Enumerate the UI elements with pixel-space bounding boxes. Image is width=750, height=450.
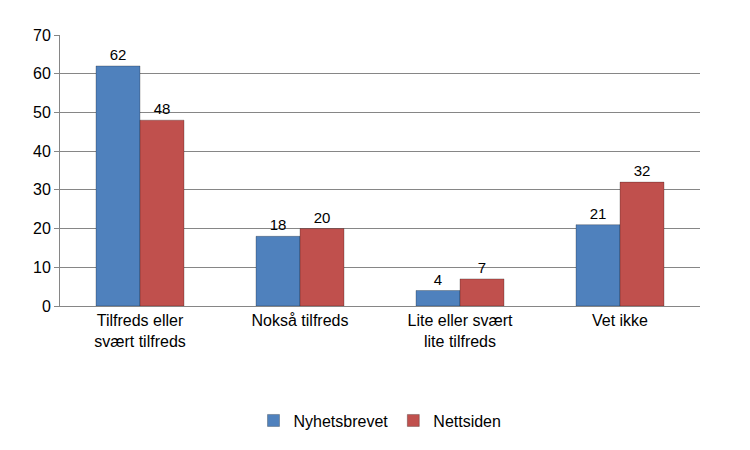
svg-text:50: 50 [33, 104, 51, 121]
svg-text:Nokså tilfreds: Nokså tilfreds [252, 312, 349, 329]
svg-text:21: 21 [590, 205, 607, 222]
svg-text:70: 70 [33, 27, 51, 44]
svg-text:20: 20 [33, 220, 51, 237]
svg-text:32: 32 [634, 162, 651, 179]
svg-text:60: 60 [33, 65, 51, 82]
svg-text:18: 18 [270, 216, 287, 233]
svg-text:62: 62 [110, 46, 127, 63]
svg-text:0: 0 [42, 298, 51, 315]
svg-text:Vet ikke: Vet ikke [592, 312, 648, 329]
svg-text:30: 30 [33, 181, 51, 198]
svg-text:10: 10 [33, 259, 51, 276]
svg-text:4: 4 [434, 271, 442, 288]
svg-text:Tilfreds ellersvært tilfreds: Tilfreds ellersvært tilfreds [94, 312, 186, 350]
svg-text:48: 48 [154, 100, 171, 117]
svg-text:Nyhetsbrevet: Nyhetsbrevet [294, 413, 389, 430]
svg-text:7: 7 [478, 259, 486, 276]
svg-text:Nettsiden: Nettsiden [433, 413, 501, 430]
svg-text:40: 40 [33, 143, 51, 160]
svg-text:20: 20 [314, 209, 331, 226]
svg-text:Lite eller sværtlite tilfreds: Lite eller sværtlite tilfreds [408, 312, 513, 350]
